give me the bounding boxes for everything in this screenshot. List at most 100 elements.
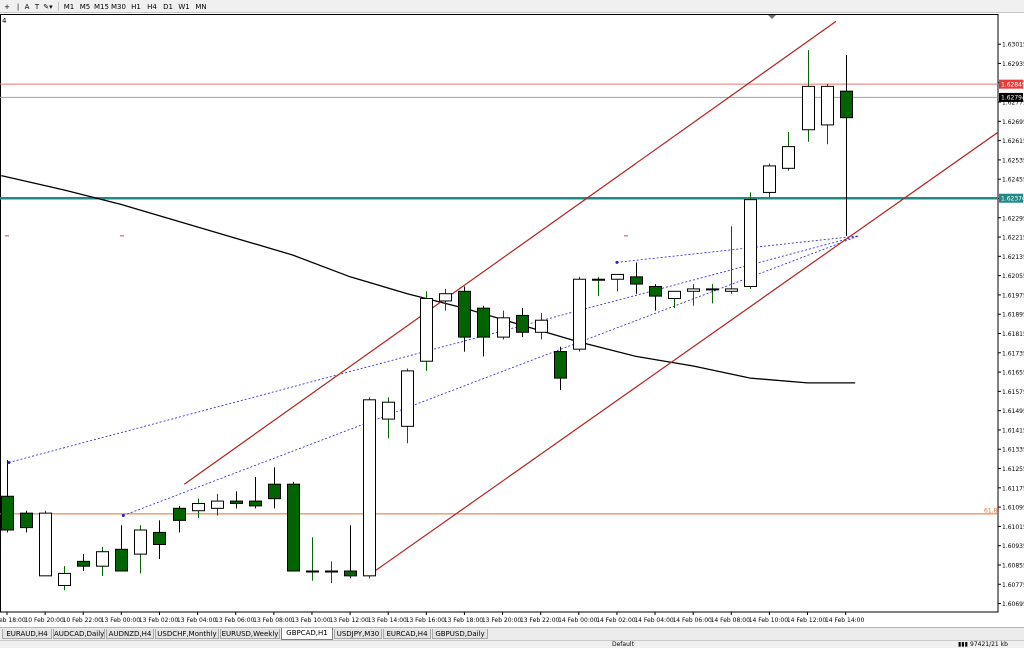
candle — [344, 525, 357, 579]
time-tick-label: 13 Feb 20:00 — [482, 617, 522, 624]
candle — [687, 284, 700, 306]
price-tick-label: 1.61975 — [1002, 292, 1024, 299]
chart-canvas[interactable]: 41.630151.629351.628551.627751.626951.62… — [0, 14, 1024, 628]
timeframe-button-m1[interactable]: M1 — [63, 3, 75, 11]
candle — [763, 163, 776, 198]
channel-line-1 — [374, 131, 998, 572]
candle-body — [211, 500, 224, 509]
candle-body — [458, 290, 471, 338]
candle-body — [439, 293, 452, 302]
candle-body — [516, 314, 529, 333]
time-tick-label: 13 Feb 12:00 — [329, 617, 369, 624]
red-level-line-price-label: 1.62849 — [1001, 81, 1024, 88]
price-tick-label: 1.61895 — [1002, 312, 1024, 319]
candle — [535, 313, 548, 340]
timeframe-button-h4[interactable]: H4 — [147, 3, 157, 11]
plot-frame — [0, 14, 999, 613]
corner-label: 4 — [2, 17, 7, 25]
timeframe-button-d1[interactable]: D1 — [163, 3, 173, 11]
profile-label: Default — [612, 641, 634, 648]
price-chart[interactable]: 41.630151.629351.628551.627751.626951.62… — [0, 14, 1024, 628]
candle — [744, 192, 757, 289]
price-tick-label: 1.62695 — [1002, 119, 1024, 126]
candle-body — [630, 276, 643, 285]
timeframe-button-w1[interactable]: W1 — [178, 3, 190, 11]
candle-body — [192, 502, 205, 512]
candle — [497, 310, 510, 340]
candle — [420, 291, 433, 371]
candle — [382, 397, 395, 439]
candle — [20, 510, 33, 533]
text-tool-button[interactable]: A — [24, 3, 30, 11]
timeframe-button-m30[interactable]: M30 — [111, 3, 126, 11]
price-tick-label: 1.62775 — [1002, 100, 1024, 107]
candle-body — [687, 288, 700, 292]
candle-body — [401, 370, 414, 427]
candle — [287, 481, 300, 572]
teal-level-line-price-box — [999, 193, 1023, 203]
time-tick-label: 14 Feb 12:00 — [787, 617, 827, 624]
shapes-dropdown-button[interactable]: ✎▾ — [43, 3, 53, 11]
time-tick-label: 10 Feb 22:00 — [63, 617, 103, 624]
time-tick-label: 10 Feb 18:00 — [0, 617, 26, 624]
price-tick-label: 1.61655 — [1002, 370, 1024, 377]
timeframe-button-mn[interactable]: MN — [195, 3, 207, 11]
status-bar: Default ▮▮▮ 97421/21 kb — [0, 640, 1024, 648]
price-tick-label: 1.61095 — [1002, 505, 1024, 512]
chart-tab-usdjpy-m30[interactable]: USDJPY,M30 — [334, 629, 382, 639]
candle-body — [96, 551, 109, 567]
vertical-line-tool-button[interactable]: | — [16, 3, 20, 11]
chart-tab-gbpcad-h1[interactable]: GBPCAD,H1 — [281, 628, 333, 640]
candle-body — [268, 483, 281, 500]
chart-tab-usdchf-monthly[interactable]: USDCHF,Monthly — [155, 629, 219, 639]
candle — [573, 276, 586, 352]
timeframe-button-m5[interactable]: M5 — [79, 3, 91, 11]
candle — [153, 520, 166, 559]
candle-body — [173, 507, 186, 521]
timeframe-button-m15[interactable]: M15 — [94, 3, 109, 11]
dotted-trendline-2 — [616, 235, 860, 263]
channel-line-0 — [183, 20, 837, 485]
candle-body — [802, 85, 815, 131]
chart-tab-audnzd-h4[interactable]: AUDNZD,H4 — [106, 629, 154, 639]
traffic-icon: ▮▮▮ — [958, 641, 968, 648]
price-tick-label: 1.60855 — [1002, 562, 1024, 569]
candle — [554, 346, 567, 391]
time-tick-label: 13 Feb 02:00 — [139, 617, 179, 624]
candle — [802, 50, 815, 142]
candle-body — [230, 500, 243, 504]
candle — [725, 226, 738, 294]
time-tick-label: 13 Feb 06:00 — [215, 617, 255, 624]
chart-tab-gbpusd-daily[interactable]: GBPUSD,Daily — [432, 629, 488, 639]
time-tick-label: 14 Feb 10:00 — [749, 617, 789, 624]
candle-body — [325, 570, 338, 573]
red-level-line-price-box — [999, 79, 1023, 89]
current-price-line-price-label: 1.62794 — [1001, 95, 1024, 102]
chart-tab-eurcad-h4[interactable]: EURCAD,H4 — [383, 629, 431, 639]
candle — [249, 476, 262, 509]
price-tick-label: 1.62615 — [1002, 138, 1024, 145]
candle — [821, 83, 834, 145]
candle — [458, 286, 471, 352]
candle-body — [363, 399, 376, 577]
chart-tab-eurusd-weekly[interactable]: EURUSD,Weekly — [220, 629, 280, 639]
candle-body — [382, 401, 395, 420]
candle-body — [39, 512, 52, 577]
candle — [706, 284, 719, 304]
plot-area — [0, 20, 998, 591]
time-tick-label: 14 Feb 08:00 — [711, 617, 751, 624]
price-tick-label: 1.62135 — [1002, 254, 1024, 261]
candle-body — [77, 560, 90, 567]
crosshair-tool-button[interactable]: + — [4, 3, 10, 11]
text-label-tool-button[interactable]: T — [34, 3, 40, 11]
timeframe-button-h1[interactable]: H1 — [131, 3, 141, 11]
current-price-line-price-box — [999, 92, 1023, 102]
chart-tabs-bar: EURAUD,H4 AUDCAD,Daily AUDNZD,H4 USDCHF,Mon… — [0, 627, 1024, 640]
chart-tab-audcad-daily[interactable]: AUDCAD,Daily — [53, 629, 105, 639]
candle — [477, 305, 490, 357]
candle — [230, 491, 243, 509]
chart-tab-euraud-h4[interactable]: EURAUD,H4 — [2, 629, 52, 639]
candle — [782, 132, 795, 171]
chart-toolbar: + | A T ✎▾ M1 M5 M15 M30 H1 H4 D1 W1 MN — [0, 0, 1024, 13]
candle-body — [725, 288, 738, 292]
